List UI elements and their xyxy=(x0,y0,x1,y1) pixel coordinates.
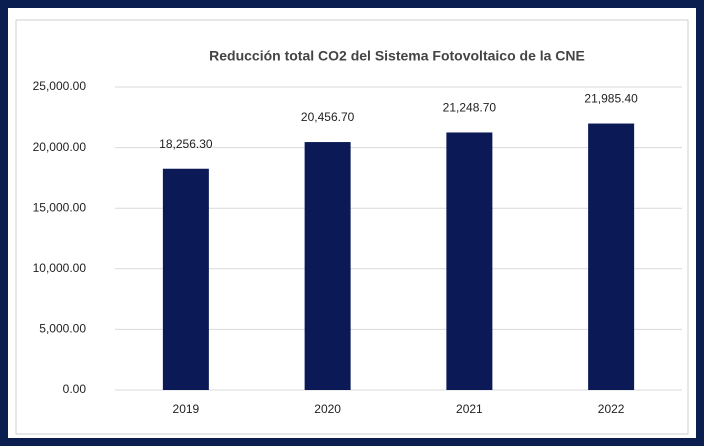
x-tick-label: 2019 xyxy=(173,402,200,416)
data-label: 21,985.40 xyxy=(584,92,638,106)
data-label: 20,456.70 xyxy=(301,110,355,124)
bar xyxy=(446,132,493,390)
data-label: 21,248.70 xyxy=(443,101,497,115)
chart-area xyxy=(15,19,689,435)
bar xyxy=(588,123,635,390)
y-tick-label: 5,000.00 xyxy=(39,322,86,336)
y-tick-label: 0.00 xyxy=(63,382,87,396)
chart-title: Reducción total CO2 del Sistema Fotovolt… xyxy=(209,48,585,64)
data-label: 18,256.30 xyxy=(159,137,213,151)
bar xyxy=(304,142,351,390)
x-tick-label: 2022 xyxy=(598,402,625,416)
bar xyxy=(162,168,209,390)
y-tick-label: 25,000.00 xyxy=(33,79,87,93)
y-tick-label: 20,000.00 xyxy=(33,140,87,154)
y-tick-label: 10,000.00 xyxy=(33,261,87,275)
x-tick-label: 2021 xyxy=(456,402,483,416)
x-tick-label: 2020 xyxy=(314,402,341,416)
y-tick-label: 15,000.00 xyxy=(33,200,87,214)
